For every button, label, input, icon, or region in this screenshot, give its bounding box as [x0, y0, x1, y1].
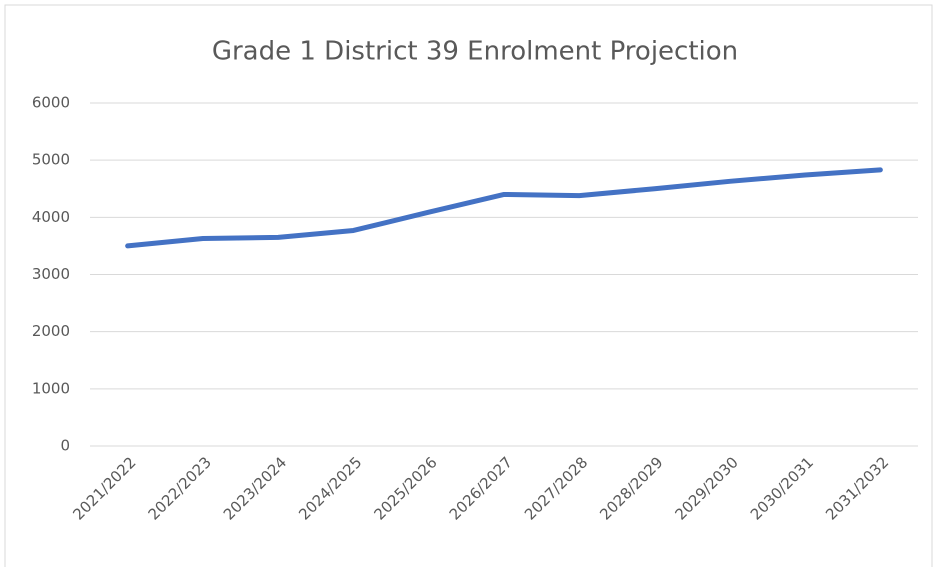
- chart-title: Grade 1 District 39 Enrolment Projection: [212, 37, 738, 67]
- y-tick-label: 3000: [32, 265, 70, 283]
- chart-frame: [4, 4, 933, 567]
- y-tick-label: 5000: [32, 151, 70, 169]
- y-tick-label: 4000: [32, 208, 70, 226]
- y-tick-label: 2000: [32, 322, 70, 340]
- y-tick-label: 6000: [32, 94, 70, 112]
- line-series: [125, 167, 883, 249]
- y-tick-label: 0: [60, 437, 70, 455]
- y-tick-label: 1000: [32, 379, 70, 397]
